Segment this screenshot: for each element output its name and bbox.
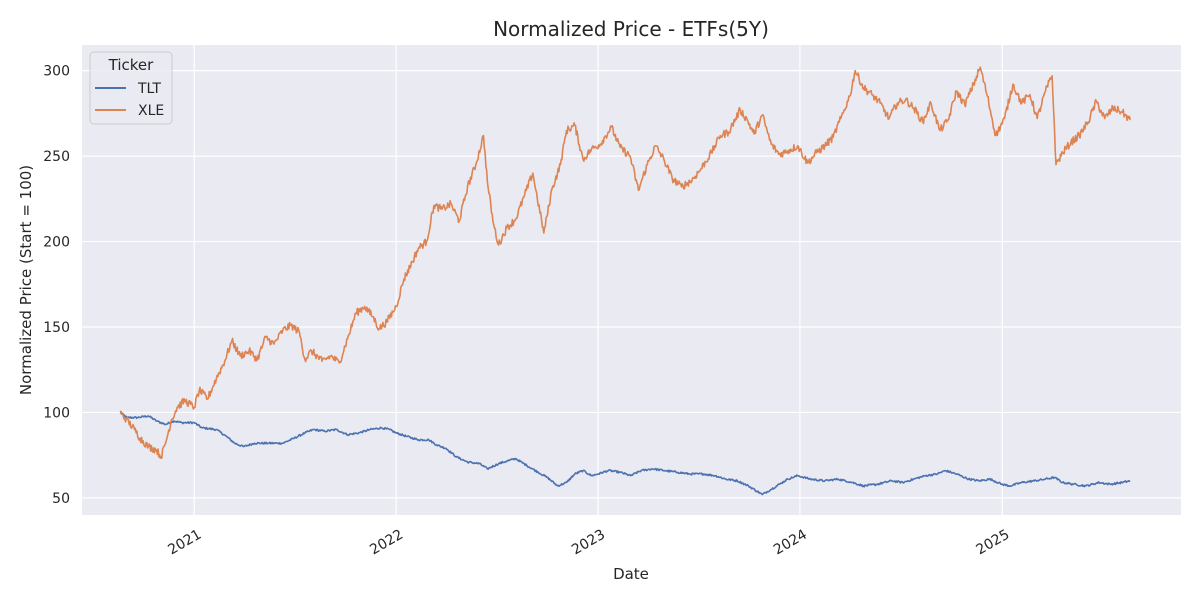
y-tick-label: 200 — [43, 235, 70, 251]
x-tick-label: 2023 — [569, 527, 608, 559]
legend-title: Ticker — [108, 56, 154, 74]
plot-area — [82, 45, 1181, 515]
x-axis-label: Date — [613, 565, 649, 583]
y-tick-label: 300 — [43, 64, 70, 80]
chart-title: Normalized Price - ETFs(5Y) — [493, 17, 769, 41]
legend: Ticker TLT XLE — [90, 52, 172, 124]
y-tick-label: 250 — [43, 149, 70, 165]
x-tick-label: 2021 — [165, 527, 204, 559]
y-axis-label: Normalized Price (Start = 100) — [17, 165, 35, 395]
x-axis-ticks: 2021 2022 2023 2024 2025 — [165, 527, 1012, 559]
x-tick-label: 2022 — [367, 527, 406, 559]
y-tick-label: 50 — [52, 491, 70, 507]
x-tick-label: 2025 — [973, 527, 1012, 559]
legend-label-xle: XLE — [138, 103, 164, 119]
y-tick-label: 150 — [43, 320, 70, 336]
y-tick-label: 100 — [43, 405, 70, 421]
x-tick-label: 2024 — [771, 527, 810, 559]
plot-background — [82, 45, 1181, 515]
y-axis-ticks: 50 100 150 200 250 300 — [43, 64, 70, 507]
legend-label-tlt: TLT — [137, 81, 161, 97]
